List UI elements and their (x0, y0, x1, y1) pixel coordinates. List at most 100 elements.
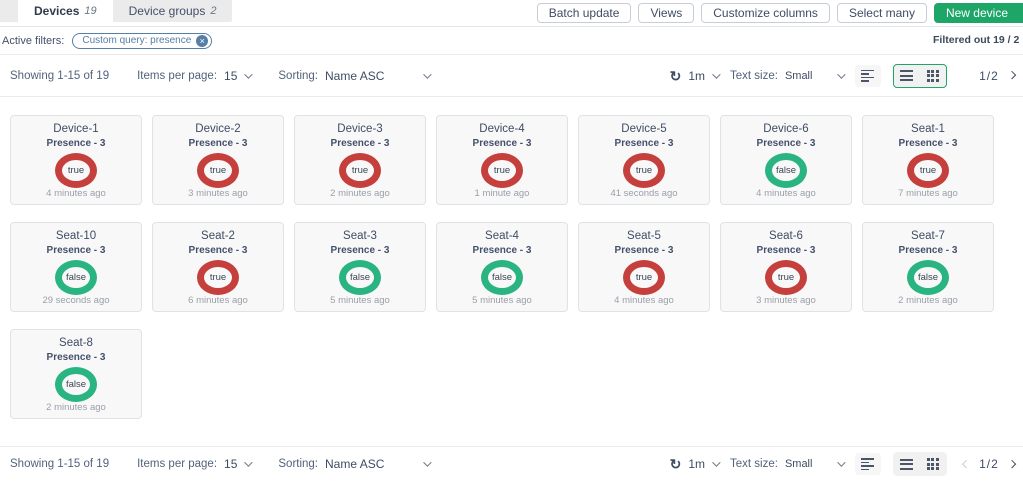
text-size-select[interactable]: Text size: Small (730, 458, 846, 470)
device-attribute-label: Presence - 3 (472, 245, 532, 256)
device-card[interactable]: Seat-4 Presence - 3 false 5 minutes ago (436, 222, 568, 312)
last-seen-timestamp: 29 seconds ago (42, 295, 110, 306)
device-card[interactable]: Device-5 Presence - 3 true 41 seconds ag… (578, 115, 710, 205)
device-card[interactable]: Seat-3 Presence - 3 false 5 minutes ago (294, 222, 426, 312)
last-seen-timestamp: 5 minutes ago (472, 295, 532, 306)
list-view-button[interactable] (894, 65, 920, 87)
presence-value: true (635, 165, 653, 176)
last-seen-timestamp: 5 minutes ago (330, 295, 390, 306)
refresh-interval-value: 1m (688, 68, 705, 83)
pagination: 1/2 (963, 68, 1017, 83)
views-button[interactable]: Views (638, 3, 695, 23)
refresh-interval-value: 1m (688, 457, 705, 471)
device-attribute-label: Presence - 3 (330, 138, 390, 149)
chevron-down-icon (837, 458, 846, 467)
page-indicator: 1/2 (979, 68, 999, 83)
presence-value: true (635, 272, 653, 283)
grid-view-button[interactable] (920, 65, 946, 87)
device-name: Device-1 (53, 123, 99, 135)
header: Devices 19 Device groups 2 Batch update … (0, 0, 1023, 27)
device-card[interactable]: Device-4 Presence - 3 true 1 minute ago (436, 115, 568, 205)
device-card[interactable]: Seat-10 Presence - 3 false 29 seconds ag… (10, 222, 142, 312)
tab-device-groups-count: 2 (210, 5, 217, 17)
device-name: Seat-1 (911, 123, 945, 135)
refresh-interval-select[interactable]: ↻ 1m (669, 456, 721, 472)
device-name: Seat-3 (343, 230, 377, 242)
device-card[interactable]: Seat-7 Presence - 3 false 2 minutes ago (862, 222, 994, 312)
new-device-button[interactable]: New device (933, 3, 1023, 23)
text-size-label: Text size: (730, 458, 778, 470)
device-card[interactable]: Seat-5 Presence - 3 true 4 minutes ago (578, 222, 710, 312)
tab-device-groups-label: Device groups (128, 4, 206, 18)
last-seen-timestamp: 4 minutes ago (756, 188, 816, 199)
device-card[interactable]: Device-2 Presence - 3 true 3 minutes ago (152, 115, 284, 205)
device-attribute-label: Presence - 3 (330, 245, 390, 256)
items-per-page-select[interactable]: Items per page: 15 (137, 68, 254, 83)
last-seen-timestamp: 3 minutes ago (188, 188, 248, 199)
batch-update-button[interactable]: Batch update (536, 3, 632, 23)
table-view-button[interactable] (854, 453, 881, 475)
device-card[interactable]: Seat-1 Presence - 3 true 7 minutes ago (862, 115, 994, 205)
items-per-page-label: Items per page: (137, 458, 218, 470)
device-name: Seat-5 (627, 230, 661, 242)
select-many-button[interactable]: Select many (836, 3, 927, 23)
device-name: Seat-2 (201, 230, 235, 242)
device-name: Seat-8 (59, 337, 93, 349)
chevron-down-icon (837, 69, 846, 79)
filter-chip[interactable]: Custom query: presence × (72, 32, 213, 49)
presence-ring: true (197, 260, 239, 295)
presence-ring: true (623, 153, 665, 188)
device-card[interactable]: Device-1 Presence - 3 true 4 minutes ago (10, 115, 142, 205)
device-name: Seat-10 (55, 230, 97, 242)
presence-value: false (349, 272, 371, 283)
sorting-select[interactable]: Sorting: Name ASC (278, 457, 432, 471)
text-size-select[interactable]: Text size: Small (730, 69, 846, 82)
device-card[interactable]: Seat-6 Presence - 3 true 3 minutes ago (720, 222, 852, 312)
tab-devices-label: Devices (34, 4, 80, 18)
grid-view-button[interactable] (920, 453, 946, 475)
device-attribute-label: Presence - 3 (188, 245, 248, 256)
refresh-icon[interactable]: ↻ (669, 67, 682, 84)
active-filters-bar: Active filters: Custom query: presence ×… (0, 27, 1023, 55)
toolbar-top: Showing 1-15 of 19 Items per page: 15 So… (0, 55, 1023, 97)
presence-value: true (209, 165, 227, 176)
page-indicator: 1/2 (979, 457, 999, 471)
presence-ring: true (55, 153, 97, 188)
device-card[interactable]: Device-6 Presence - 3 false 4 minutes ag… (720, 115, 852, 205)
customize-columns-button[interactable]: Customize columns (701, 3, 830, 23)
items-per-page-value: 15 (224, 457, 238, 471)
refresh-icon[interactable]: ↻ (669, 456, 682, 472)
last-seen-timestamp: 2 minutes ago (898, 295, 958, 306)
presence-value: false (65, 379, 87, 390)
next-page-icon[interactable] (1007, 459, 1017, 469)
device-card[interactable]: Seat-2 Presence - 3 true 6 minutes ago (152, 222, 284, 312)
items-per-page-select[interactable]: Items per page: 15 (137, 457, 254, 471)
tab-devices[interactable]: Devices 19 (18, 0, 113, 22)
table-view-button[interactable] (854, 64, 881, 87)
next-page-icon[interactable] (1007, 71, 1017, 80)
presence-ring: true (623, 260, 665, 295)
text-size-label: Text size: (730, 69, 778, 82)
items-per-page-value: 15 (224, 68, 238, 83)
list-view-button[interactable] (894, 453, 920, 475)
tab-device-groups[interactable]: Device groups 2 (113, 0, 233, 22)
remove-filter-icon[interactable]: × (196, 34, 209, 47)
device-card[interactable]: Seat-8 Presence - 3 false 2 minutes ago (10, 329, 142, 419)
device-card[interactable]: Device-3 Presence - 3 true 2 minutes ago (294, 115, 426, 205)
sorting-select[interactable]: Sorting: Name ASC (278, 69, 432, 83)
presence-value: false (917, 272, 939, 283)
last-seen-timestamp: 2 minutes ago (330, 188, 390, 199)
device-attribute-label: Presence - 3 (756, 245, 816, 256)
device-attribute-label: Presence - 3 (472, 138, 532, 149)
device-attribute-label: Presence - 3 (614, 138, 674, 149)
last-seen-timestamp: 6 minutes ago (188, 295, 248, 306)
presence-ring: false (55, 367, 97, 402)
refresh-interval-select[interactable]: ↻ 1m (669, 67, 721, 84)
device-attribute-label: Presence - 3 (188, 138, 248, 149)
align-left-icon (861, 458, 875, 470)
presence-value: false (65, 272, 87, 283)
showing-count: Showing 1-15 of 19 (10, 69, 110, 82)
presence-ring: false (339, 260, 381, 295)
device-attribute-label: Presence - 3 (46, 352, 106, 363)
previous-page-icon[interactable] (961, 459, 971, 469)
